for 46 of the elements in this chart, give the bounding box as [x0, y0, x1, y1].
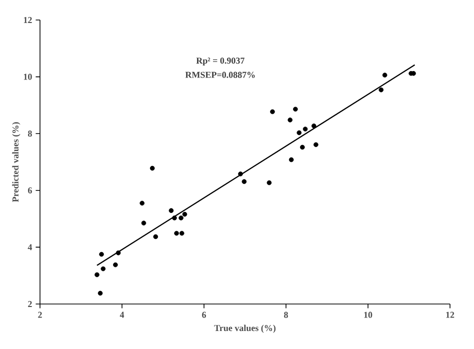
point	[238, 172, 243, 176]
point	[314, 142, 318, 148]
x-tick-label: 6	[202, 312, 206, 318]
point	[113, 262, 118, 268]
point	[179, 230, 184, 236]
point	[302, 126, 308, 132]
point	[300, 144, 305, 150]
point	[140, 200, 144, 206]
point	[311, 124, 316, 128]
x-tick-label: 2	[38, 312, 42, 318]
y-tick-label: 6	[28, 187, 32, 194]
annotation: Rp² = 0.9037	[196, 58, 244, 66]
annotation: RMSEP=0.0887%	[185, 72, 255, 78]
y-tick-label: 2	[28, 301, 32, 307]
point	[99, 252, 104, 257]
point	[242, 179, 247, 184]
point	[150, 166, 155, 171]
point	[288, 157, 294, 162]
point	[266, 180, 272, 186]
point	[98, 290, 103, 296]
point	[153, 234, 158, 240]
point	[382, 72, 388, 78]
x-axis-title: True values (%)	[214, 324, 276, 333]
point	[141, 220, 146, 226]
y-tick-label: 10	[24, 74, 32, 80]
x-tick-label: 10	[364, 312, 372, 318]
point	[100, 266, 106, 272]
point	[174, 230, 179, 236]
x-tick-label: 8	[284, 312, 288, 318]
point	[168, 208, 174, 213]
point	[172, 216, 177, 220]
y-axis-title: Predicted values (%)	[12, 122, 20, 202]
y-tick-label: 12	[24, 17, 32, 23]
x-tick-label: 4	[120, 312, 124, 318]
point	[182, 212, 188, 217]
point	[378, 87, 384, 92]
y-tick-label: 4	[28, 244, 32, 250]
y-tick-label: 8	[28, 130, 32, 137]
point	[94, 272, 100, 278]
point	[270, 109, 275, 114]
point	[288, 118, 292, 122]
point	[293, 106, 298, 112]
point	[178, 216, 184, 220]
point	[116, 250, 121, 256]
point	[296, 130, 302, 136]
x-tick-label: 12	[446, 312, 454, 318]
